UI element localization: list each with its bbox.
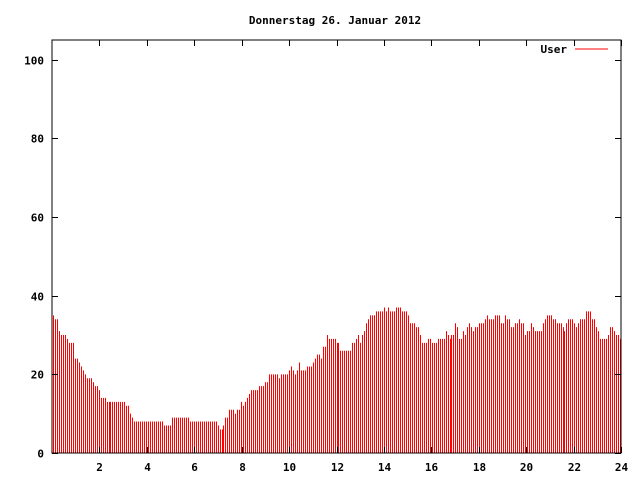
legend-label: User: [541, 43, 568, 56]
bars: [53, 307, 621, 453]
x-tick-label: 16: [425, 461, 439, 474]
x-tick-label: 14: [378, 461, 392, 474]
x-tick-label: 22: [568, 461, 581, 474]
y-tick-label: 80: [31, 133, 44, 146]
plot-border: [51, 39, 622, 454]
y-tick-label: 40: [31, 291, 44, 304]
x-tick-label: 18: [473, 461, 486, 474]
x-tick-label: 24: [615, 461, 629, 474]
x-tick-label: 4: [144, 461, 151, 474]
x-tick-label: 10: [283, 461, 296, 474]
legend: User: [541, 43, 608, 56]
x-tick-label: 6: [191, 461, 198, 474]
x-tick-label: 8: [239, 461, 246, 474]
x-tick-label: 2: [96, 461, 103, 474]
y-tick-label: 100: [24, 55, 44, 68]
y-tick-label: 20: [31, 369, 44, 382]
x-tick-label: 12: [331, 461, 344, 474]
chart-title: Donnerstag 26. Januar 2012: [249, 14, 421, 27]
y-tick-label: 60: [31, 212, 44, 225]
y-tick-label: 0: [37, 448, 44, 461]
x-tick-label: 20: [520, 461, 533, 474]
